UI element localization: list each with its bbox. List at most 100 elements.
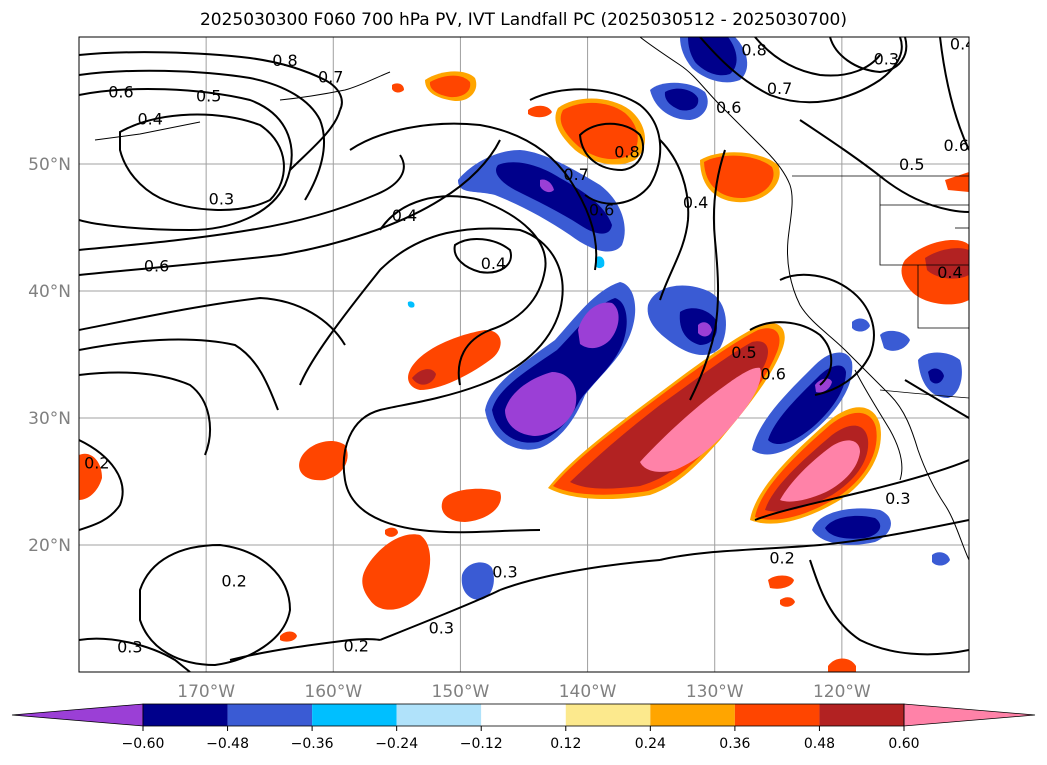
colorbar-tick-label: −0.60 (122, 736, 165, 752)
pos-anomaly-hawaii (362, 534, 431, 610)
aleutian-chain (94, 121, 201, 141)
state-border-2 (917, 265, 969, 329)
pos-anomaly-small-1 (768, 575, 794, 589)
pos-anomaly-small-2 (780, 597, 795, 607)
colorbar-tick-label: 0.24 (635, 736, 666, 752)
contour-label: 0.3 (117, 638, 142, 657)
lat-label: 50°N (28, 155, 71, 175)
lon-label: 150°W (432, 682, 490, 702)
contour-line (79, 51, 343, 111)
state-border-1 (879, 176, 969, 266)
contour-label: 0.4 (950, 34, 975, 53)
lon-label: 170°W (177, 682, 235, 702)
contour-line (499, 559, 661, 591)
lon-label: 130°W (686, 682, 744, 702)
neg-anomaly-small-1 (461, 562, 494, 600)
pos-anomaly-center-north-core (560, 102, 638, 160)
colorbar: −0.60 −0.48 −0.36 −0.24 −0.12 0.12 0.24 0.36 0.4… (11, 703, 1036, 752)
contour-line (809, 559, 969, 656)
contour-label: 0.4 (137, 109, 162, 128)
contour-line (79, 69, 326, 201)
contour-line (79, 371, 211, 456)
contour-label: 0.2 (343, 636, 368, 655)
pos-anomaly-ar-band-48 (570, 341, 768, 489)
contour-label: 0.2 (221, 572, 246, 591)
pos-anomaly-small-5 (528, 105, 552, 118)
contour-label: 0.3 (209, 189, 234, 208)
colorbar-segment (819, 704, 904, 726)
contour-line (79, 87, 293, 232)
latitude-labels: 50°N 40°N 30°N 20°N (28, 155, 71, 556)
colorbar-segment (734, 704, 820, 726)
neg-anomaly-alaska-panhandle-core (688, 37, 737, 76)
pos-anomaly-ar-south-60 (780, 440, 860, 502)
pos-anomaly-small-4 (828, 658, 856, 672)
colorbar-extend-high (903, 703, 1036, 727)
contour-line (754, 37, 881, 77)
contour-line (659, 519, 969, 561)
contour-label: 0.4 (937, 263, 962, 282)
colorbar-segment (565, 704, 651, 726)
us-mexico-border (879, 389, 969, 399)
colorbar-segment (312, 704, 397, 726)
contour-label: 0.4 (683, 193, 708, 212)
map-border (78, 36, 970, 673)
contour-label: 0.7 (318, 67, 343, 86)
contour-line (578, 122, 645, 172)
contour-label: 0.6 (716, 98, 741, 117)
contour-label: 0.2 (769, 549, 794, 568)
colorbar-segment (143, 704, 228, 726)
pv-contours (79, 37, 969, 672)
pos-anomaly-gulf-north-core (429, 75, 471, 98)
lat-label: 20°N (28, 536, 71, 556)
contour-label: 0.6 (760, 365, 785, 384)
contour-line (939, 37, 969, 151)
colorbar-segment (396, 704, 482, 726)
lat-label: 40°N (28, 282, 71, 302)
pos-anomaly-east-edge (945, 172, 969, 192)
lon-label: 160°W (304, 682, 362, 702)
colorbar-tick-label: 0.12 (550, 736, 581, 752)
contour-label: 0.6 (944, 136, 969, 155)
pos-anomaly-central-1-core (412, 369, 436, 385)
colorbar-segment (481, 704, 566, 726)
contour-line (299, 227, 564, 534)
contour-line (79, 637, 191, 672)
contour-label: 0.8 (614, 142, 639, 161)
contour-line (79, 139, 501, 276)
neg-anomaly-alaska-coast-core (664, 88, 699, 111)
contour-line (779, 273, 875, 396)
contour-line (289, 109, 341, 171)
pos-anomaly-ar-band-60 (640, 367, 761, 472)
colorbar-extend-low (11, 703, 144, 727)
pc-shading (79, 37, 969, 672)
neg-anomaly-small-4 (852, 318, 870, 332)
contour-line (689, 149, 726, 401)
contour-label: 0.6 (589, 201, 614, 220)
lon-label: 120°W (813, 682, 871, 702)
contour-label: 0.8 (272, 51, 297, 70)
neg-anomaly-small-2 (880, 330, 910, 351)
longitude-labels: 170°W 160°W 150°W 140°W 130°W 120°W (177, 682, 871, 702)
contour-label: 0.5 (731, 343, 756, 362)
neg-anomaly-baja-core (825, 515, 881, 539)
contour-line (829, 37, 908, 74)
contour-label: 0.4 (392, 206, 417, 225)
pos-anomaly-central-2 (299, 440, 348, 481)
contour-label: 0.4 (481, 254, 506, 273)
colorbar-tick-label: 0.36 (719, 736, 750, 752)
neg-anomaly-coast-ca-purple (815, 378, 832, 393)
neg-anomaly-small-5 (594, 256, 605, 269)
contour-label: 0.5 (196, 86, 221, 105)
contour-label: 0.6 (108, 83, 133, 102)
colorbar-tick-label: 0.60 (888, 736, 919, 752)
contour-label: 0.3 (429, 619, 454, 638)
contour-line (119, 113, 285, 211)
pos-anomaly-small-6 (385, 527, 398, 537)
alaska-islands (279, 71, 391, 101)
contour-label: 0.3 (492, 563, 517, 582)
contour-label: 0.7 (767, 79, 792, 98)
contour-line (379, 589, 501, 641)
contour-line (79, 296, 346, 346)
